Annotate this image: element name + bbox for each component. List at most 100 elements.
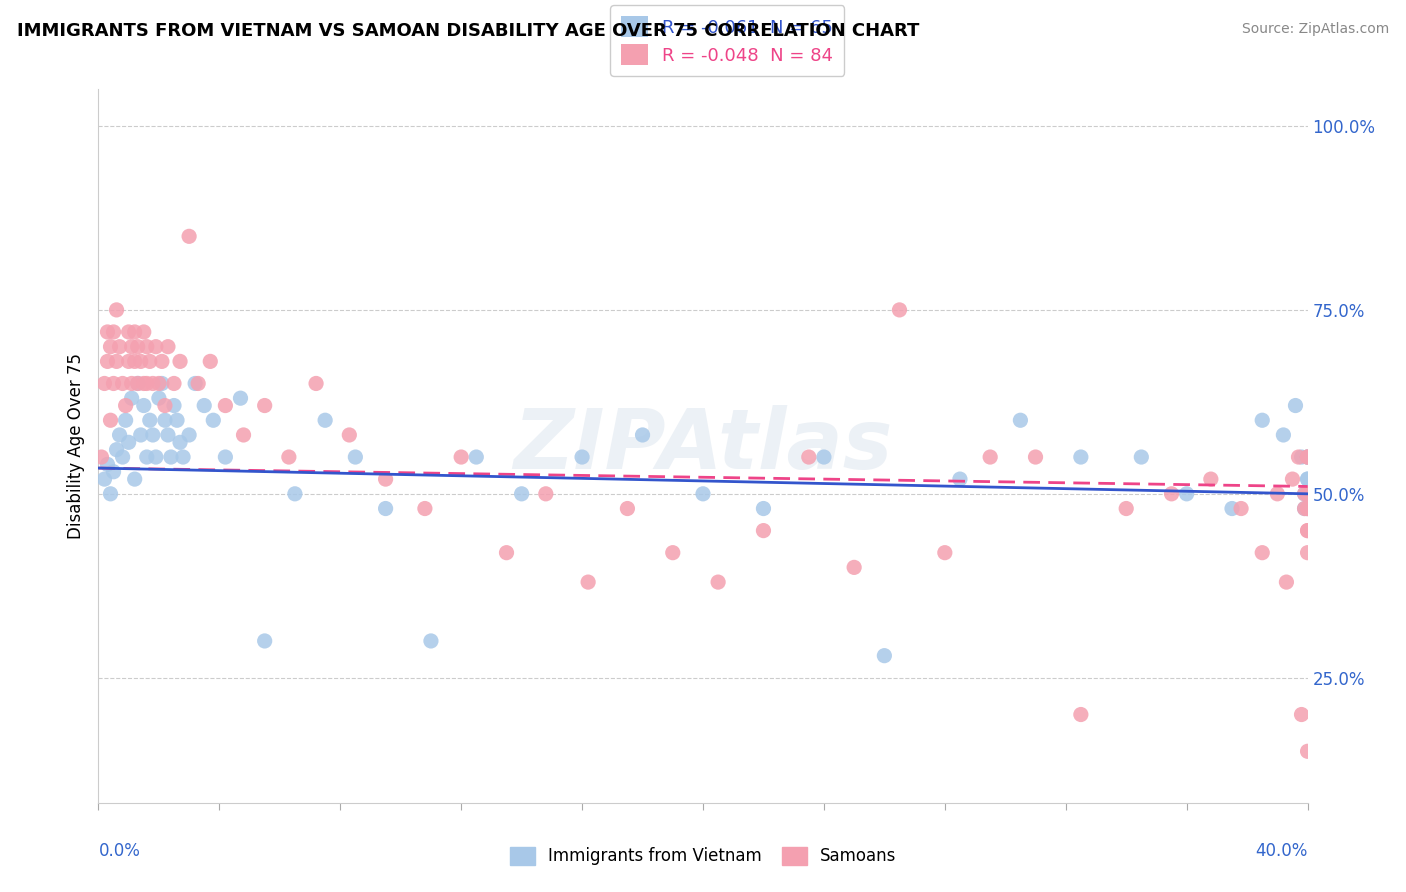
Point [179,229,201,244]
Point [111,450,134,464]
Point [229,391,252,405]
Point [1296,501,1319,516]
Point [277,450,299,464]
Point [124,325,146,339]
Point [148,376,170,391]
Point [1199,472,1222,486]
Point [1296,472,1319,486]
Point [114,399,136,413]
Point [844,560,866,574]
Point [132,376,155,391]
Text: ZIPAtlas: ZIPAtlas [513,406,893,486]
Point [337,428,360,442]
Point [305,376,328,391]
Point [105,354,128,368]
Point [139,413,162,427]
Point [284,487,307,501]
Point [1296,487,1319,501]
Point [148,391,170,405]
Point [121,340,143,354]
Point [156,340,179,354]
Legend: R = -0.061  N = 65, R = -0.048  N = 84: R = -0.061 N = 65, R = -0.048 N = 84 [610,5,844,76]
Point [450,450,472,464]
Point [124,354,146,368]
Point [1296,524,1319,538]
Point [1281,472,1303,486]
Point [1220,501,1243,516]
Point [707,575,730,590]
Point [108,428,131,442]
Point [1251,413,1274,427]
Point [172,450,194,464]
Point [1251,546,1274,560]
Point [571,450,593,464]
Text: 40.0%: 40.0% [1256,842,1308,860]
Point [1296,744,1319,758]
Point [142,376,165,391]
Point [1296,450,1319,464]
Point [145,340,167,354]
Point [169,354,191,368]
Point [1296,450,1319,464]
Point [1296,487,1319,501]
Point [179,428,201,442]
Text: 0.0%: 0.0% [98,842,141,860]
Point [132,325,155,339]
Point [111,376,134,391]
Y-axis label: Disability Age Over 75: Disability Age Over 75 [66,353,84,539]
Point [90,450,112,464]
Point [1296,472,1319,486]
Point [139,354,162,368]
Point [127,376,149,391]
Point [156,428,179,442]
Text: Source: ZipAtlas.com: Source: ZipAtlas.com [1241,22,1389,37]
Point [129,428,152,442]
Point [616,501,638,516]
Point [1294,487,1316,501]
Point [103,325,125,339]
Point [232,428,254,442]
Point [797,450,820,464]
Point [314,413,336,427]
Point [96,325,118,339]
Point [100,340,122,354]
Point [1294,487,1316,501]
Point [1070,450,1092,464]
Point [631,428,654,442]
Point [135,340,157,354]
Point [934,546,956,560]
Point [510,487,533,501]
Point [1160,487,1182,501]
Point [96,458,118,472]
Point [374,472,396,486]
Point [1296,501,1319,516]
Point [1291,707,1313,722]
Point [1284,399,1306,413]
Point [214,450,236,464]
Point [1130,450,1153,464]
Point [534,487,557,501]
Point [752,524,775,538]
Point [1024,450,1046,464]
Point [121,391,143,405]
Point [1296,450,1319,464]
Point [889,302,911,317]
Point [150,376,173,391]
Point [114,413,136,427]
Point [1115,501,1137,516]
Point [1288,450,1310,464]
Point [1294,501,1316,516]
Point [253,399,276,413]
Point [949,472,972,486]
Point [145,450,167,464]
Point [153,413,176,427]
Point [374,501,396,516]
Point [103,376,125,391]
Point [124,472,146,486]
Point [1275,575,1298,590]
Point [752,501,775,516]
Point [187,376,209,391]
Point [692,487,714,501]
Point [413,501,436,516]
Point [495,546,517,560]
